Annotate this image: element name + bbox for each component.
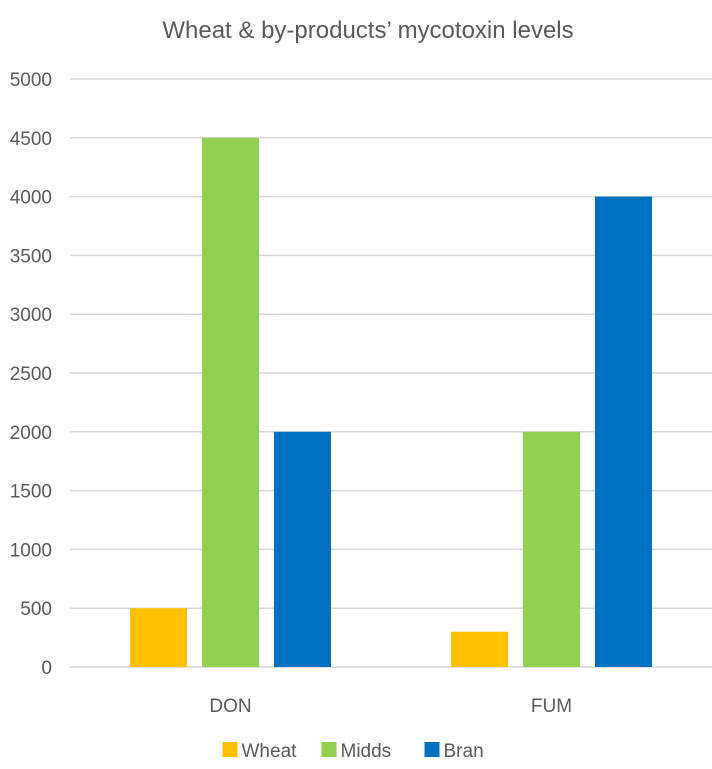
- y-tick-label: 5000: [10, 70, 52, 91]
- legend-swatch-bran: [424, 742, 440, 757]
- y-tick-label: 2500: [10, 364, 52, 385]
- legend-swatch-wheat: [222, 742, 238, 757]
- legend-label-midds: Midds: [341, 741, 392, 762]
- y-tick-label: 1500: [10, 482, 52, 503]
- x-category-label: FUM: [531, 696, 572, 717]
- bars: [130, 137, 652, 668]
- y-tick-label: 1000: [10, 540, 52, 561]
- y-tick-label: 3500: [10, 246, 52, 267]
- bar-bran-fum: [595, 196, 652, 667]
- x-axis-categories: DON FUM: [209, 696, 572, 717]
- bar-bran-don: [274, 431, 331, 667]
- y-tick-label: 4500: [10, 129, 52, 150]
- y-tick-label: 3000: [10, 305, 52, 326]
- x-category-label: DON: [209, 696, 251, 717]
- chart-title: Wheat & by-products’ mycotoxin levels: [162, 17, 573, 44]
- y-tick-label: 500: [20, 599, 52, 620]
- bar-wheat-fum: [451, 631, 508, 667]
- bar-midds-don: [202, 137, 259, 668]
- y-axis-ticks: 0 500 1000 1500 2000 2500 3000 3500 4000 4500 5000: [10, 70, 52, 679]
- y-tick-label: 0: [41, 658, 52, 679]
- legend-label-wheat: Wheat: [242, 741, 298, 762]
- y-tick-label: 2000: [10, 423, 52, 444]
- bar-midds-fum: [523, 431, 580, 667]
- legend: Wheat Midds Bran: [222, 741, 484, 762]
- legend-swatch-midds: [321, 742, 337, 757]
- bar-wheat-don: [130, 608, 187, 667]
- y-tick-label: 4000: [10, 188, 52, 209]
- legend-label-bran: Bran: [444, 741, 484, 762]
